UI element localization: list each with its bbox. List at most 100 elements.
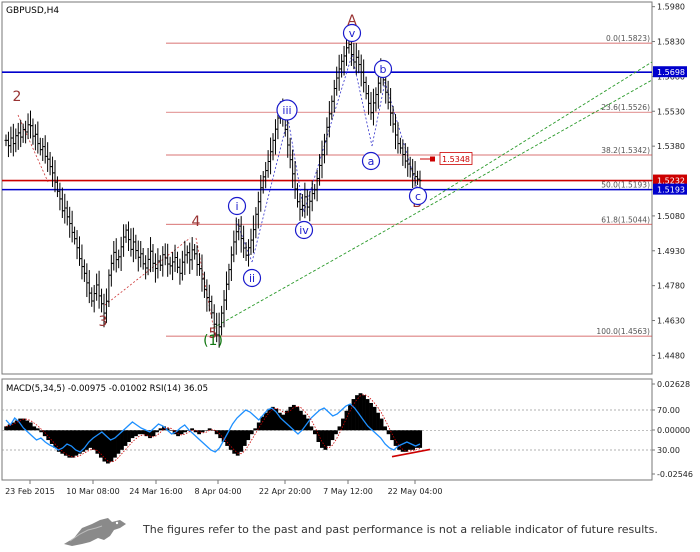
macd-bar-38 bbox=[137, 430, 142, 435]
price-tick-label-11: 1.4480 bbox=[657, 351, 685, 360]
macd-bar-41 bbox=[148, 430, 152, 439]
macd-bar-91 bbox=[323, 430, 328, 450]
macd-bar-35 bbox=[127, 430, 131, 443]
macd-bar-63 bbox=[225, 430, 230, 446]
macd-bar-50 bbox=[179, 430, 184, 435]
macd-bar-104 bbox=[369, 402, 373, 431]
macd-bar-107 bbox=[379, 418, 384, 431]
price-badge-label-0: 1.5698 bbox=[657, 68, 685, 77]
price-badge-2 bbox=[653, 183, 687, 195]
macd-bar-113 bbox=[400, 430, 405, 452]
trendline-lower bbox=[212, 79, 653, 329]
time-tick-label-3: 8 Apr 04:00 bbox=[194, 487, 241, 496]
macd-bar-85 bbox=[302, 414, 307, 431]
macd-bar-36 bbox=[130, 430, 135, 439]
macd-bar-82 bbox=[291, 404, 296, 431]
macd-signal-line bbox=[5, 394, 421, 463]
macd-bar-42 bbox=[151, 430, 156, 437]
macd-bar-8 bbox=[32, 426, 37, 431]
time-tick-label-4: 22 Apr 20:00 bbox=[259, 487, 311, 496]
indicator-tick-label-2: 0.00000 bbox=[657, 426, 690, 435]
wave-label-iv: iv bbox=[299, 224, 309, 237]
price-series bbox=[4, 35, 422, 348]
macd-bar-71 bbox=[253, 428, 258, 431]
macd-bar-47 bbox=[169, 430, 173, 431]
macd-bar-75 bbox=[267, 408, 272, 431]
macd-bar-76 bbox=[270, 406, 275, 431]
macd-bar-73 bbox=[260, 416, 265, 431]
macd-bar-3 bbox=[14, 420, 19, 431]
price-chart: GBPUSD,H4 0.0(1.5823) 23.6(1.5526) 38.2(1.… bbox=[1, 1, 693, 496]
macd-bar-51 bbox=[183, 430, 187, 433]
macd-bar-43 bbox=[155, 430, 159, 433]
wave-label-b: b bbox=[380, 63, 387, 76]
macd-bar-30 bbox=[109, 430, 114, 462]
macd-bar-100 bbox=[355, 395, 359, 431]
target-marker-label: 1.5348 bbox=[442, 155, 470, 164]
macd-bar-45 bbox=[162, 426, 166, 431]
wave-path-4 bbox=[235, 219, 253, 263]
macd-bar-83 bbox=[295, 406, 300, 431]
time-tick-label-1: 10 Mar 08:00 bbox=[66, 487, 119, 496]
macd-bar-7 bbox=[28, 422, 33, 431]
indicator-panel-frame bbox=[1, 378, 653, 481]
wave-circle-8 bbox=[294, 220, 314, 240]
macd-bar-33 bbox=[120, 430, 124, 450]
macd-bar-13 bbox=[49, 430, 54, 444]
wave-circle-12 bbox=[361, 151, 381, 171]
wave-circle-9 bbox=[342, 23, 362, 43]
indicator-tick-label-1: 70.00 bbox=[657, 406, 680, 415]
time-tick-label-2: 24 Mar 16:00 bbox=[129, 487, 182, 496]
wave-path-10 bbox=[384, 81, 419, 191]
macd-bar-37 bbox=[134, 430, 138, 437]
trend-lines bbox=[17, 54, 653, 329]
macd-bar-101 bbox=[358, 393, 363, 431]
target-marker: 1.5348 bbox=[420, 152, 473, 165]
macd-bar-26 bbox=[95, 430, 100, 454]
indicator-tick-label-3: 30.00 bbox=[657, 446, 680, 455]
price-tick-label-9: 1.4780 bbox=[657, 282, 685, 291]
wave-circle-13 bbox=[373, 59, 393, 79]
macd-bar-77 bbox=[274, 408, 279, 431]
macd-bar-20 bbox=[74, 430, 79, 456]
wave-label-4: 4 bbox=[192, 214, 201, 230]
time-tick-label-0: 23 Feb 2015 bbox=[5, 487, 55, 496]
macd-bar-74 bbox=[263, 412, 268, 431]
macd-bar-6 bbox=[25, 420, 30, 431]
wave-path-9 bbox=[371, 81, 386, 147]
wave-circle-5 bbox=[227, 196, 247, 216]
bull-logo-icon bbox=[64, 518, 126, 546]
macd-bar-27 bbox=[98, 430, 103, 458]
macd-bar-92 bbox=[327, 430, 331, 446]
fib-label-2: 38.2(1.5342) bbox=[601, 146, 650, 155]
time-axis: 23 Feb 2015 10 Mar 08:00 24 Mar 16:00 8 Apr… bbox=[5, 480, 442, 496]
macd-bar-105 bbox=[372, 406, 377, 431]
macd-bar-93 bbox=[330, 430, 335, 441]
time-tick-label-5: 7 May 12:00 bbox=[323, 487, 373, 496]
fib-label-3: 50.0(1.5193) bbox=[601, 181, 650, 190]
macd-bar-67 bbox=[239, 430, 244, 452]
wave-circle-7 bbox=[276, 99, 298, 121]
macd-bar-39 bbox=[141, 430, 145, 435]
macd-bar-89 bbox=[316, 430, 321, 443]
macd-bar-59 bbox=[211, 430, 216, 431]
price-tick-label-10: 1.4630 bbox=[657, 317, 685, 326]
macd-bar-79 bbox=[281, 414, 286, 431]
macd-bar-86 bbox=[305, 418, 310, 431]
macd-bar-80 bbox=[284, 410, 289, 431]
horizontal-levels bbox=[2, 71, 652, 191]
macd-bar-54 bbox=[193, 430, 198, 433]
macd-bar-97 bbox=[344, 410, 349, 431]
wave-path-5 bbox=[251, 117, 289, 263]
macd-bar-110 bbox=[390, 430, 394, 441]
macd-bar-116 bbox=[411, 430, 416, 450]
wave-label-5: 5 bbox=[209, 326, 218, 342]
price-tick-label-1: 1.5830 bbox=[657, 38, 685, 47]
macd-bar-17 bbox=[63, 430, 68, 456]
macd-bar-108 bbox=[383, 426, 387, 431]
macd-bar-118 bbox=[418, 430, 423, 448]
wave-circle-14 bbox=[408, 186, 428, 206]
macd-bar-96 bbox=[341, 418, 345, 431]
macd-bar-56 bbox=[200, 430, 205, 433]
fib-label-4: 61.8(1.5044) bbox=[601, 215, 650, 224]
